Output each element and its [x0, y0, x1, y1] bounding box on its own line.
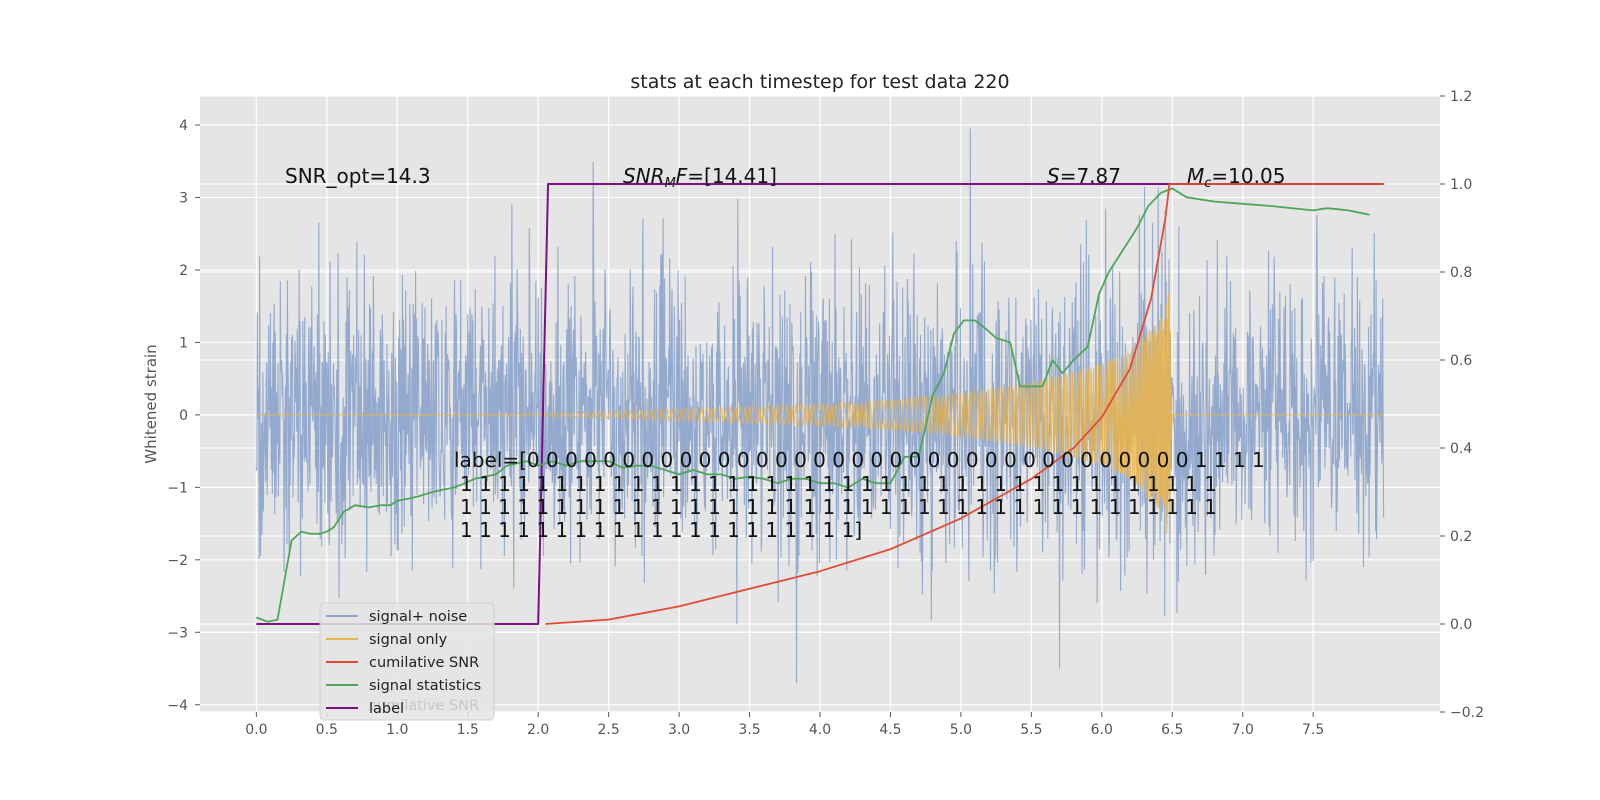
- x-tick-label: 1.5: [457, 722, 479, 738]
- x-tick-label: 3.5: [738, 722, 760, 738]
- legend-label-cumulative: cumilative SNR: [369, 655, 479, 671]
- legend-label-noise: signal+ noise: [369, 609, 467, 625]
- series-cumulative-snr: [545, 183, 1384, 625]
- ticks: 0.0 0.5 1.0 1.5 2.0 2.5 3.0 3.5 4.0 4.5 5.0 5.5 6.0 6…: [167, 89, 1484, 738]
- y-tick-label: −4: [167, 698, 188, 714]
- y2-tick-label: 0.0: [1450, 617, 1472, 633]
- x-tick-label: 5.5: [1020, 722, 1042, 738]
- legend-label-label: label: [369, 701, 404, 717]
- snr-opt-annotation: SNR_opt=14.3: [285, 164, 431, 188]
- legend: cumilative SNR signal+ noise signal only…: [319, 602, 495, 721]
- x-tick-label: 4.5: [879, 722, 901, 738]
- y-tick-label: 0: [179, 408, 188, 424]
- y2-tick-label: 0.6: [1450, 353, 1472, 369]
- y-tick-label: 1: [179, 335, 188, 351]
- series-signal-only: [256, 292, 1384, 534]
- label-annotation-line-4: 1 1 1 1 1 1 1 1 1 1 1 1 1 1 1 1 1 1 1 1 …: [460, 518, 862, 542]
- label-annotation-line-3: 1 1 1 1 1 1 1 1 1 1 1 1 1 1 1 1 1 1 1 1 …: [460, 495, 1217, 519]
- y-tick-label: −1: [167, 480, 188, 496]
- y2-tick-label: −0.2: [1450, 705, 1484, 721]
- x-tick-label: 6.5: [1161, 722, 1183, 738]
- x-tick-label: 3.0: [668, 722, 690, 738]
- x-tick-label: 2.0: [527, 722, 549, 738]
- label-annotation-line-2: 1 1 1 1 1 1 1 1 1 1 1 1 1 1 1 1 1 1 1 1 …: [460, 472, 1217, 496]
- legend-label-signal: signal only: [369, 632, 448, 648]
- chart-title: stats at each timestep for test data 220: [630, 71, 1009, 93]
- y-tick-label: 4: [179, 118, 188, 134]
- x-tick-label: 4.0: [809, 722, 831, 738]
- x-tick-label: 7.5: [1302, 722, 1324, 738]
- s-stat-annotation: S=7.87: [1047, 164, 1121, 188]
- x-tick-label: 6.0: [1091, 722, 1113, 738]
- x-tick-label: 0.5: [316, 722, 338, 738]
- chirp-mass-annotation: Mc=10.05: [1187, 164, 1285, 191]
- x-tick-label: 1.0: [386, 722, 408, 738]
- x-tick-label: 2.5: [598, 722, 620, 738]
- x-tick-label: 5.0: [950, 722, 972, 738]
- series-signal-statistics: [256, 187, 1370, 623]
- y2-tick-label: 1.0: [1450, 177, 1472, 193]
- y2-tick-label: 0.2: [1450, 529, 1472, 545]
- y-tick-label: −2: [167, 553, 188, 569]
- y2-tick-label: 0.8: [1450, 265, 1472, 281]
- legend-box: [319, 602, 495, 721]
- y2-tick-label: 1.2: [1450, 89, 1472, 105]
- y-tick-label: −3: [167, 625, 188, 641]
- label-annotation-line-1: label=[0 0 0 0 0 0 0 0 0 0 0 0 0 0 0 0 0…: [454, 448, 1265, 472]
- x-tick-label: 7.0: [1232, 722, 1254, 738]
- legend-ghost-text: cumilative SNR: [369, 698, 479, 714]
- y-tick-label: 3: [179, 190, 188, 206]
- snr-mf-annotation: SNRMF=[14.41]: [623, 164, 777, 191]
- x-tick-label: 0.0: [245, 722, 267, 738]
- y2-tick-label: 0.4: [1450, 441, 1472, 457]
- y-axis-label: Whitened strain: [142, 344, 160, 463]
- series-signal-noise: [255, 128, 1385, 684]
- y-tick-label: 2: [179, 263, 188, 279]
- legend-label-statistics: signal statistics: [369, 678, 481, 694]
